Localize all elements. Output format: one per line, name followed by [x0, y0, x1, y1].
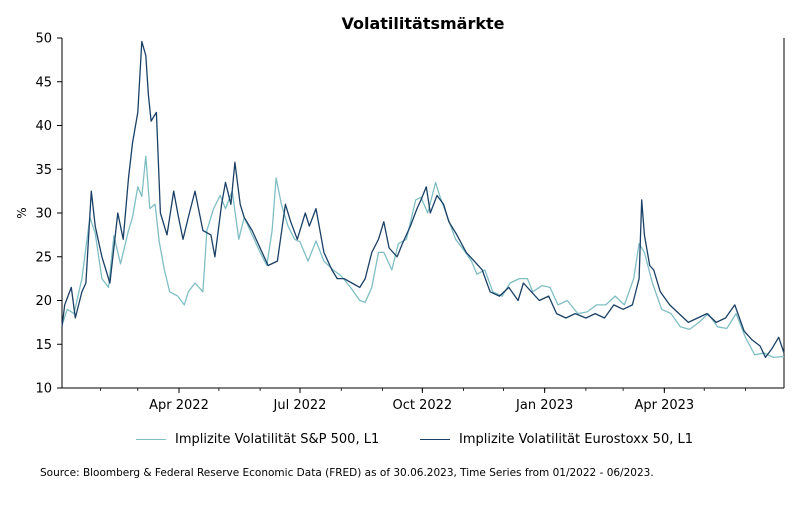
y-tick-label: 35 [35, 163, 52, 178]
y-tick-label: 50 [35, 32, 52, 47]
source-note: Source: Bloomberg & Federal Reserve Econ… [40, 467, 654, 479]
series-lines [61, 40, 785, 359]
y-axis-label: % [15, 207, 29, 218]
legend-item-eurostoxx: Implizite Volatilität Eurostoxx 50, L1 [420, 432, 693, 447]
y-axis: 10 15 20 25 30 35 40 45 50 [35, 32, 785, 397]
legend-item-sp500: Implizite Volatilität S&P 500, L1 [136, 432, 379, 447]
series-line-sp500 [61, 155, 785, 359]
y-tick-label: 15 [35, 338, 52, 353]
y-tick-label: 30 [35, 207, 52, 222]
y-tick-label: 25 [35, 250, 52, 265]
y-tick-label: 40 [35, 119, 52, 134]
legend-label-eurostoxx: Implizite Volatilität Eurostoxx 50, L1 [459, 432, 694, 447]
x-tick-label: Apr 2022 [149, 398, 209, 413]
legend-swatch-eurostoxx [420, 439, 450, 440]
y-tick-label: 45 [35, 75, 52, 90]
series-line-eurostoxx [61, 40, 785, 359]
y-tick-label: 20 [35, 294, 52, 309]
legend-swatch-sp500 [136, 439, 166, 440]
legend-label-sp500: Implizite Volatilität S&P 500, L1 [175, 432, 380, 447]
y-tick-label: 10 [35, 382, 52, 397]
x-tick-label: Jan 2023 [515, 398, 573, 413]
x-tick-label: Jul 2022 [273, 398, 327, 413]
x-tick-label: Apr 2023 [634, 398, 694, 413]
legend: Implizite Volatilität S&P 500, L1 Impliz… [130, 432, 730, 454]
chart-title: Volatilitätsmärkte [342, 14, 505, 33]
x-axis: Apr 2022 Jul 2022 Oct 2022 Jan 2023 Apr 2023 [62, 387, 784, 413]
x-tick-label: Oct 2022 [392, 398, 452, 413]
